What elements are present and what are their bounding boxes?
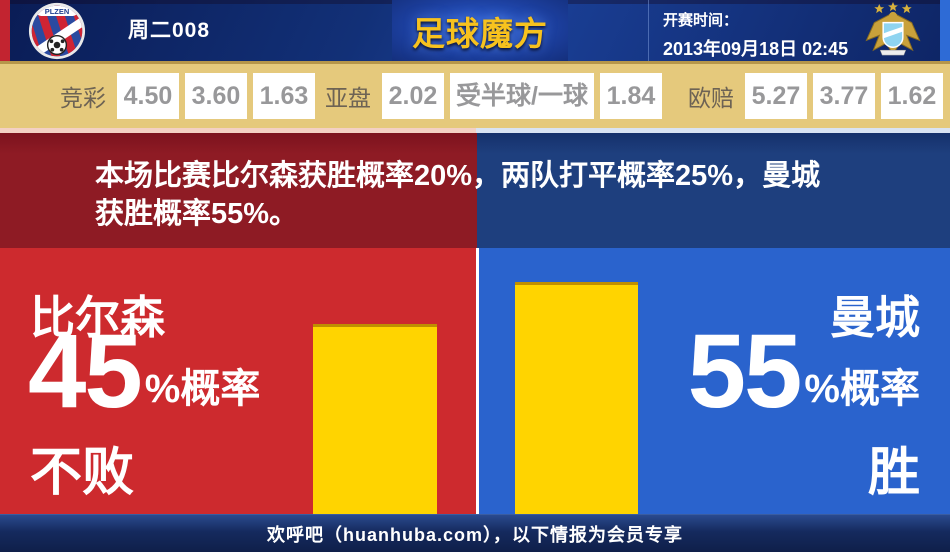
probability-summary: 本场比赛比尔森获胜概率20%，两队打平概率25%，曼城 获胜概率55%。	[95, 157, 890, 233]
away-team-crest-icon	[856, 1, 930, 60]
right-blue-edge	[940, 0, 950, 61]
yapan-handicap: 受半球/一球	[450, 73, 594, 119]
substrip-right	[476, 128, 950, 133]
footer-text: 欢呼吧（huanhuba.com），以下情报为会员专享	[266, 524, 683, 545]
odds-group-yapan: 亚盘 2.02 受半球/一球 1.84	[325, 64, 662, 128]
yapan-label: 亚盘	[325, 85, 371, 111]
oupei-home-odds: 5.27	[745, 73, 807, 119]
header-section-divider	[648, 0, 649, 61]
home-probability-bar	[313, 324, 437, 514]
odds-group-jingcai: 竞彩 4.50 3.60 1.63	[60, 64, 315, 128]
home-percent-value: 45	[28, 313, 143, 430]
home-outcome-label: 不败	[30, 444, 135, 502]
match-code: 周二008	[128, 19, 211, 42]
jingcai-draw-odds: 3.60	[185, 73, 247, 119]
jingcai-away-odds: 1.63	[253, 73, 315, 119]
odds-strip: 竞彩 4.50 3.60 1.63 亚盘 2.02 受半球/一球 1.84 欧赔…	[0, 64, 950, 128]
summary-band: 本场比赛比尔森获胜概率20%，两队打平概率25%，曼城 获胜概率55%。	[0, 133, 950, 248]
gold-separator	[0, 61, 950, 64]
yapan-home-odds: 2.02	[382, 73, 444, 119]
away-outcome-label: 胜	[867, 444, 920, 502]
away-percent-suffix: %概率	[804, 366, 920, 411]
away-percent-group: 55 %概率	[687, 313, 920, 430]
substrip-left	[0, 128, 476, 133]
home-percent-group: 45 %概率	[28, 313, 261, 430]
probability-summary-line1: 本场比赛比尔森获胜概率20%，两队打平概率25%，曼城	[95, 160, 821, 192]
footer-bar: 欢呼吧（huanhuba.com），以下情报为会员专享	[0, 514, 950, 552]
home-percent-suffix: %概率	[144, 366, 261, 411]
odds-group-oupei: 欧赔 5.27 3.77 1.62	[688, 64, 943, 128]
panel-divider	[476, 248, 479, 514]
header-bar: PLZEN 周二008 足球魔方 开赛时间： 2013年09月18日 02:45	[0, 0, 950, 61]
kickoff-info: 开赛时间： 2013年09月18日 02:45	[663, 9, 848, 61]
summary-band-red-half	[0, 133, 477, 248]
home-crest-text: PLZEN	[45, 7, 69, 16]
kickoff-time: 2013年09月18日 02:45	[663, 39, 849, 59]
oupei-label: 欧赔	[688, 85, 734, 111]
summary-band-blue-half	[477, 133, 950, 248]
probability-summary-line2: 获胜概率55%。	[95, 198, 299, 230]
probability-panels: 比尔森 45 %概率 不败 曼城 55 %概率 胜	[0, 248, 950, 514]
away-probability-bar	[515, 282, 638, 514]
site-logo-panel: 足球魔方	[392, 0, 568, 61]
home-team-crest-icon: PLZEN	[26, 2, 88, 60]
away-percent-value: 55	[687, 313, 803, 430]
oupei-draw-odds: 3.77	[813, 73, 875, 119]
away-team-name: 曼城	[829, 292, 920, 343]
yapan-away-odds: 1.84	[599, 73, 662, 119]
jingcai-home-odds: 4.50	[117, 73, 179, 119]
kickoff-label: 开赛时间：	[663, 12, 739, 29]
home-team-name: 比尔森	[30, 292, 166, 343]
jingcai-label: 竞彩	[60, 85, 106, 111]
left-red-edge	[0, 0, 10, 61]
site-logo: 足球魔方	[412, 14, 548, 52]
oupei-away-odds: 1.62	[881, 73, 943, 119]
